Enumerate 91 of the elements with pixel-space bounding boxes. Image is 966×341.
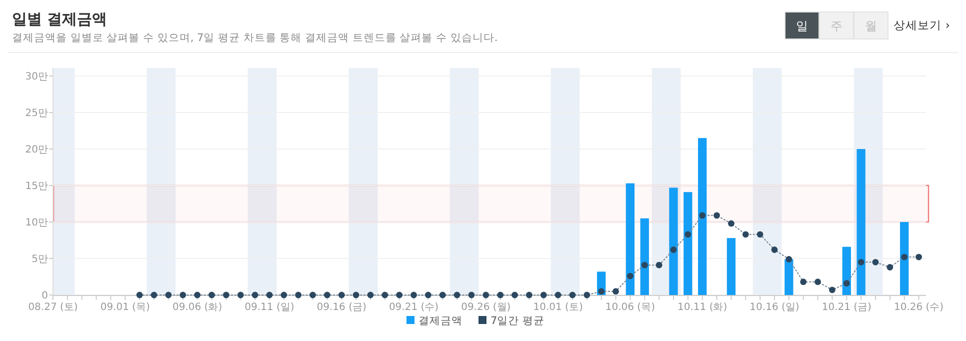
point [454, 292, 460, 298]
point [814, 278, 821, 286]
point [180, 292, 186, 298]
point [684, 231, 692, 238]
point [222, 292, 230, 298]
y-tick-label: 20만 [25, 144, 48, 156]
text: 상세보기 › [894, 18, 950, 32]
x-tick-label: 10.26 (수) [894, 302, 944, 313]
y-tick-label: 5만 [32, 254, 48, 265]
point [843, 280, 850, 287]
point [916, 254, 922, 260]
bar [626, 183, 635, 295]
point [584, 292, 590, 298]
bar [856, 149, 866, 295]
point [598, 288, 605, 295]
point [526, 292, 532, 298]
point [554, 292, 562, 298]
point [324, 292, 330, 298]
point [439, 292, 446, 298]
point [165, 292, 172, 298]
point [352, 292, 360, 298]
point [612, 288, 619, 295]
point [295, 292, 302, 298]
bar [900, 222, 909, 295]
point [540, 292, 547, 298]
point [310, 292, 316, 298]
bar [784, 259, 794, 295]
bar [726, 238, 736, 295]
x-tick-label: 10.21 (금) [822, 302, 872, 313]
chart-title: 일별 결제금액 [12, 10, 108, 28]
point [280, 292, 288, 298]
bar [684, 192, 692, 295]
legend-label: 결제금액 [418, 315, 462, 327]
point [756, 231, 764, 238]
point [858, 258, 864, 266]
point [714, 212, 720, 219]
y-tick-label: 15만 [25, 181, 48, 192]
point [786, 256, 792, 262]
point [742, 231, 749, 238]
point [626, 272, 634, 280]
bar [842, 246, 851, 295]
point [252, 292, 258, 298]
point [656, 262, 662, 268]
x-tick-label: 10.11 (화) [678, 302, 728, 313]
chart-subtitle: 결제금액을 일별로 살펴볼 수 있으며, 7일 평균 차트를 통해 결제금액 트렌드를 살펴볼 수 있습니다. [12, 32, 498, 44]
point [396, 292, 403, 298]
point [208, 292, 215, 298]
toggle-button: 일 [784, 12, 820, 40]
x-tick-label: 10.16 (일) [750, 302, 800, 313]
point [382, 292, 388, 298]
point [194, 292, 200, 298]
point [266, 292, 273, 298]
point [410, 292, 417, 298]
bar [640, 218, 649, 295]
y-tick-label: 10만 [25, 218, 48, 228]
point [512, 292, 518, 298]
x-tick-label: 08.27 (토) [28, 302, 78, 313]
x-tick-label: 09.06 (화) [172, 302, 222, 313]
point [482, 292, 490, 298]
point [699, 212, 706, 219]
point [829, 286, 836, 294]
x-tick-label: 09.21 (수) [388, 302, 439, 313]
y-tick-label: 25만 [25, 108, 48, 119]
bar [698, 138, 707, 295]
point [728, 220, 734, 227]
legend-label: 7일간 평균 [490, 315, 545, 327]
point [367, 292, 374, 298]
point [872, 258, 879, 266]
y-tick-label: 0 [42, 290, 48, 302]
x-tick-label: 10.06 (목) [605, 302, 656, 313]
x-tick-label: 09.26 (월) [461, 302, 511, 313]
point [886, 264, 894, 270]
point [497, 292, 504, 298]
point [237, 292, 244, 298]
point [338, 292, 345, 298]
bar [669, 188, 678, 295]
x-tick-label: 09.01 (목) [100, 302, 150, 313]
point [641, 262, 648, 268]
point [670, 246, 677, 253]
x-tick-label: 10.01 (토) [533, 302, 583, 313]
point [800, 278, 807, 286]
x-tick-label: 09.11 (일) [244, 302, 294, 313]
point [468, 292, 475, 298]
point [771, 246, 778, 253]
point [901, 254, 908, 260]
point [150, 292, 158, 298]
point [569, 292, 576, 298]
point [424, 292, 432, 298]
x-tick-label: 09.16 (금) [316, 302, 366, 313]
point [136, 292, 143, 298]
y-tick-label: 30만 [25, 72, 48, 82]
